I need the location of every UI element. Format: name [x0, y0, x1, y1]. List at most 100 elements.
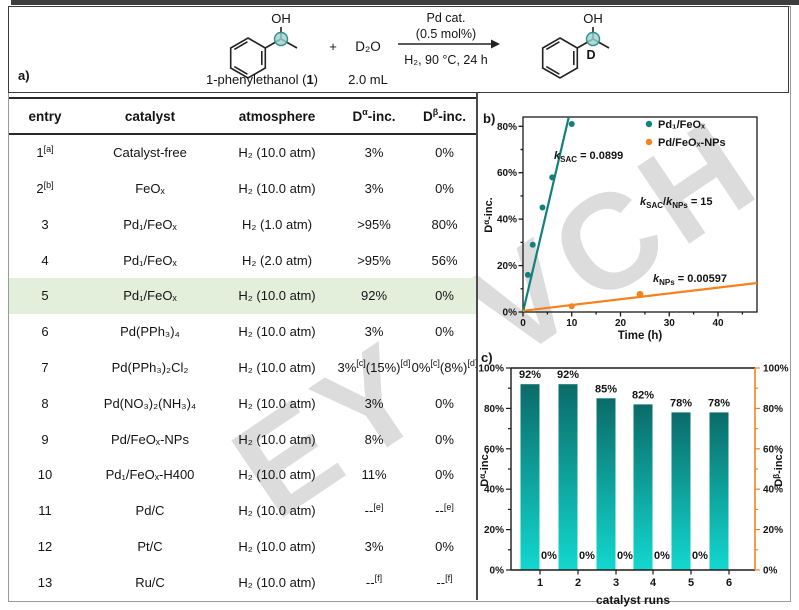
- atmosphere-cell: H₂ (10.0 atm): [238, 288, 316, 304]
- reaction-arrow: Pd cat. (0.5 mol%) H₂, 90 °C, 24 h: [398, 11, 500, 67]
- alpha-carbon-highlight: [585, 31, 601, 47]
- atmosphere-cell: H₂ (10.0 atm): [238, 431, 316, 447]
- svg-text:4: 4: [650, 577, 657, 589]
- atmosphere-cell: H₂ (10.0 atm): [238, 574, 316, 590]
- db-cell: 0%: [435, 538, 454, 554]
- bar-run-6: [709, 412, 729, 570]
- k-sac-annotation: kSAC = 0.0899: [554, 150, 623, 164]
- db-cell: 0% [c] (8%) [d]: [411, 358, 478, 375]
- db-cell: 0%: [435, 395, 454, 411]
- entry-cell: 5: [41, 288, 49, 304]
- db-cell: 0%: [435, 288, 454, 304]
- svg-text:100%: 100%: [478, 364, 504, 375]
- entry-cell: 1 [a]: [36, 143, 54, 161]
- header-entry: entry: [28, 108, 62, 124]
- da-cell: -- [e]: [364, 501, 384, 519]
- svg-text:10: 10: [566, 318, 578, 329]
- table-row: 4 Pd₁/FeOₓ H₂ (2.0 atm) >95% 56%: [9, 242, 476, 278]
- table-row: 6 Pd(PPh₃)₄ H₂ (10.0 atm) 3% 0%: [9, 314, 476, 350]
- svg-text:82%: 82%: [632, 390, 654, 402]
- entry-cell: 9: [41, 431, 49, 447]
- panel-c-label: c): [481, 350, 493, 365]
- db-cell: 0%: [435, 324, 454, 340]
- svg-text:0%: 0%: [763, 566, 778, 577]
- svg-text:3: 3: [613, 577, 619, 589]
- d2o-label: D₂O: [355, 39, 381, 54]
- entry-cell: 13: [37, 574, 53, 590]
- bar-run-2: [558, 384, 578, 570]
- table-row: 7 Pd(PPh₃)₂Cl₂ H₂ (10.0 atm) 3% [c] (15%)[…: [9, 350, 478, 386]
- atmosphere-cell: H₂ (10.0 atm): [238, 467, 316, 483]
- catalyst-cell: FeOₓ: [135, 181, 165, 197]
- atmosphere-cell: H₂ (10.0 atm): [238, 503, 316, 519]
- catalyst-cell: Pd(PPh₃)₂Cl₂: [111, 359, 189, 375]
- da-cell: >95%: [357, 216, 391, 232]
- svg-text:80%: 80%: [763, 404, 783, 415]
- legend-dot-orange: [645, 138, 653, 146]
- alpha-carbon-highlight: [273, 31, 289, 47]
- svg-text:60%: 60%: [763, 444, 783, 455]
- db-cell: 56%: [431, 252, 458, 268]
- svg-text:78%: 78%: [708, 398, 730, 410]
- chart-b-axes: [518, 116, 758, 317]
- atmosphere-cell: H₂ (1.0 atm): [241, 216, 313, 232]
- chart-c-axes: [506, 367, 760, 575]
- chart-c-ylabel-right: Dβ-inc.: [772, 451, 785, 486]
- arrowhead-icon: [491, 39, 500, 49]
- atmosphere-cell: H₂ (10.0 atm): [238, 538, 316, 554]
- panel-a-label: a): [18, 68, 30, 83]
- catalyst-cell: Pd/C: [135, 503, 165, 519]
- bar-run-3: [596, 398, 616, 570]
- svg-text:20%: 20%: [497, 261, 517, 272]
- svg-text:92%: 92%: [557, 369, 579, 381]
- atmosphere-cell: H₂ (10.0 atm): [238, 145, 316, 161]
- svg-text:5: 5: [688, 577, 694, 589]
- chart-c-right-tick-labels: 0% 20% 40% 60% 80% 100%: [763, 364, 789, 577]
- alpha-bars: [520, 384, 729, 570]
- svg-text:40%: 40%: [497, 215, 517, 226]
- benzene-ring: [229, 37, 267, 79]
- svg-text:0%: 0%: [541, 550, 557, 562]
- svg-text:6: 6: [726, 577, 732, 589]
- catalyst-cell: Catalyst-free: [113, 145, 187, 161]
- atmosphere-cell: H₂ (10.0 atm): [238, 324, 316, 340]
- da-cell: 11%: [361, 467, 387, 483]
- series-pd1-feox: [521, 116, 575, 313]
- top-strip: [11, 0, 799, 5]
- table-row: 2 [b] FeOₓ H₂ (10.0 atm) 3% 0%: [9, 171, 476, 207]
- db-cell: 80%: [431, 216, 458, 232]
- svg-text:40: 40: [712, 318, 724, 329]
- atmosphere-cell: H₂ (10.0 atm): [238, 395, 316, 411]
- svg-text:0%: 0%: [617, 550, 633, 562]
- atmosphere-cell: H₂ (2.0 atm): [241, 252, 313, 268]
- entry-cell: 8: [41, 395, 49, 411]
- table-chart-divider: [476, 93, 478, 600]
- da-cell: 3%: [364, 395, 384, 411]
- entry-cell: 2 [b]: [36, 179, 54, 197]
- svg-text:92%: 92%: [519, 369, 541, 381]
- bar-run-1: [520, 384, 540, 570]
- panel-b-label: b): [483, 111, 495, 126]
- table-row: 9 Pd/FeOₓ-NPs H₂ (10.0 atm) 8% 0%: [9, 421, 476, 457]
- legend-dot-teal: [645, 120, 653, 128]
- chart-c-left-tick-labels: 0% 20% 40% 60% 80% 100%: [478, 364, 504, 577]
- alpha-bar-value-labels: 92% 92% 85% 82% 78% 78%: [519, 369, 730, 410]
- svg-text:60%: 60%: [497, 168, 517, 179]
- entry-cell: 3: [41, 216, 49, 232]
- catalyst-cell: Ru/C: [135, 574, 165, 590]
- deuterium-label: D: [586, 48, 595, 62]
- svg-text:40%: 40%: [763, 485, 783, 496]
- entry-cell: 11: [38, 503, 52, 519]
- da-cell: 92%: [360, 288, 388, 304]
- entry-cell: 7: [41, 359, 49, 375]
- svg-text:0: 0: [520, 318, 526, 329]
- svg-text:1: 1: [537, 577, 543, 589]
- bar-run-5: [671, 412, 691, 570]
- da-cell: 8%: [364, 431, 384, 447]
- catalyst-cell: Pd₁/FeOₓ-H400: [105, 467, 195, 483]
- svg-text:85%: 85%: [595, 384, 617, 396]
- table-row: 3 Pd₁/FeOₓ H₂ (1.0 atm) >95% 80%: [9, 207, 476, 243]
